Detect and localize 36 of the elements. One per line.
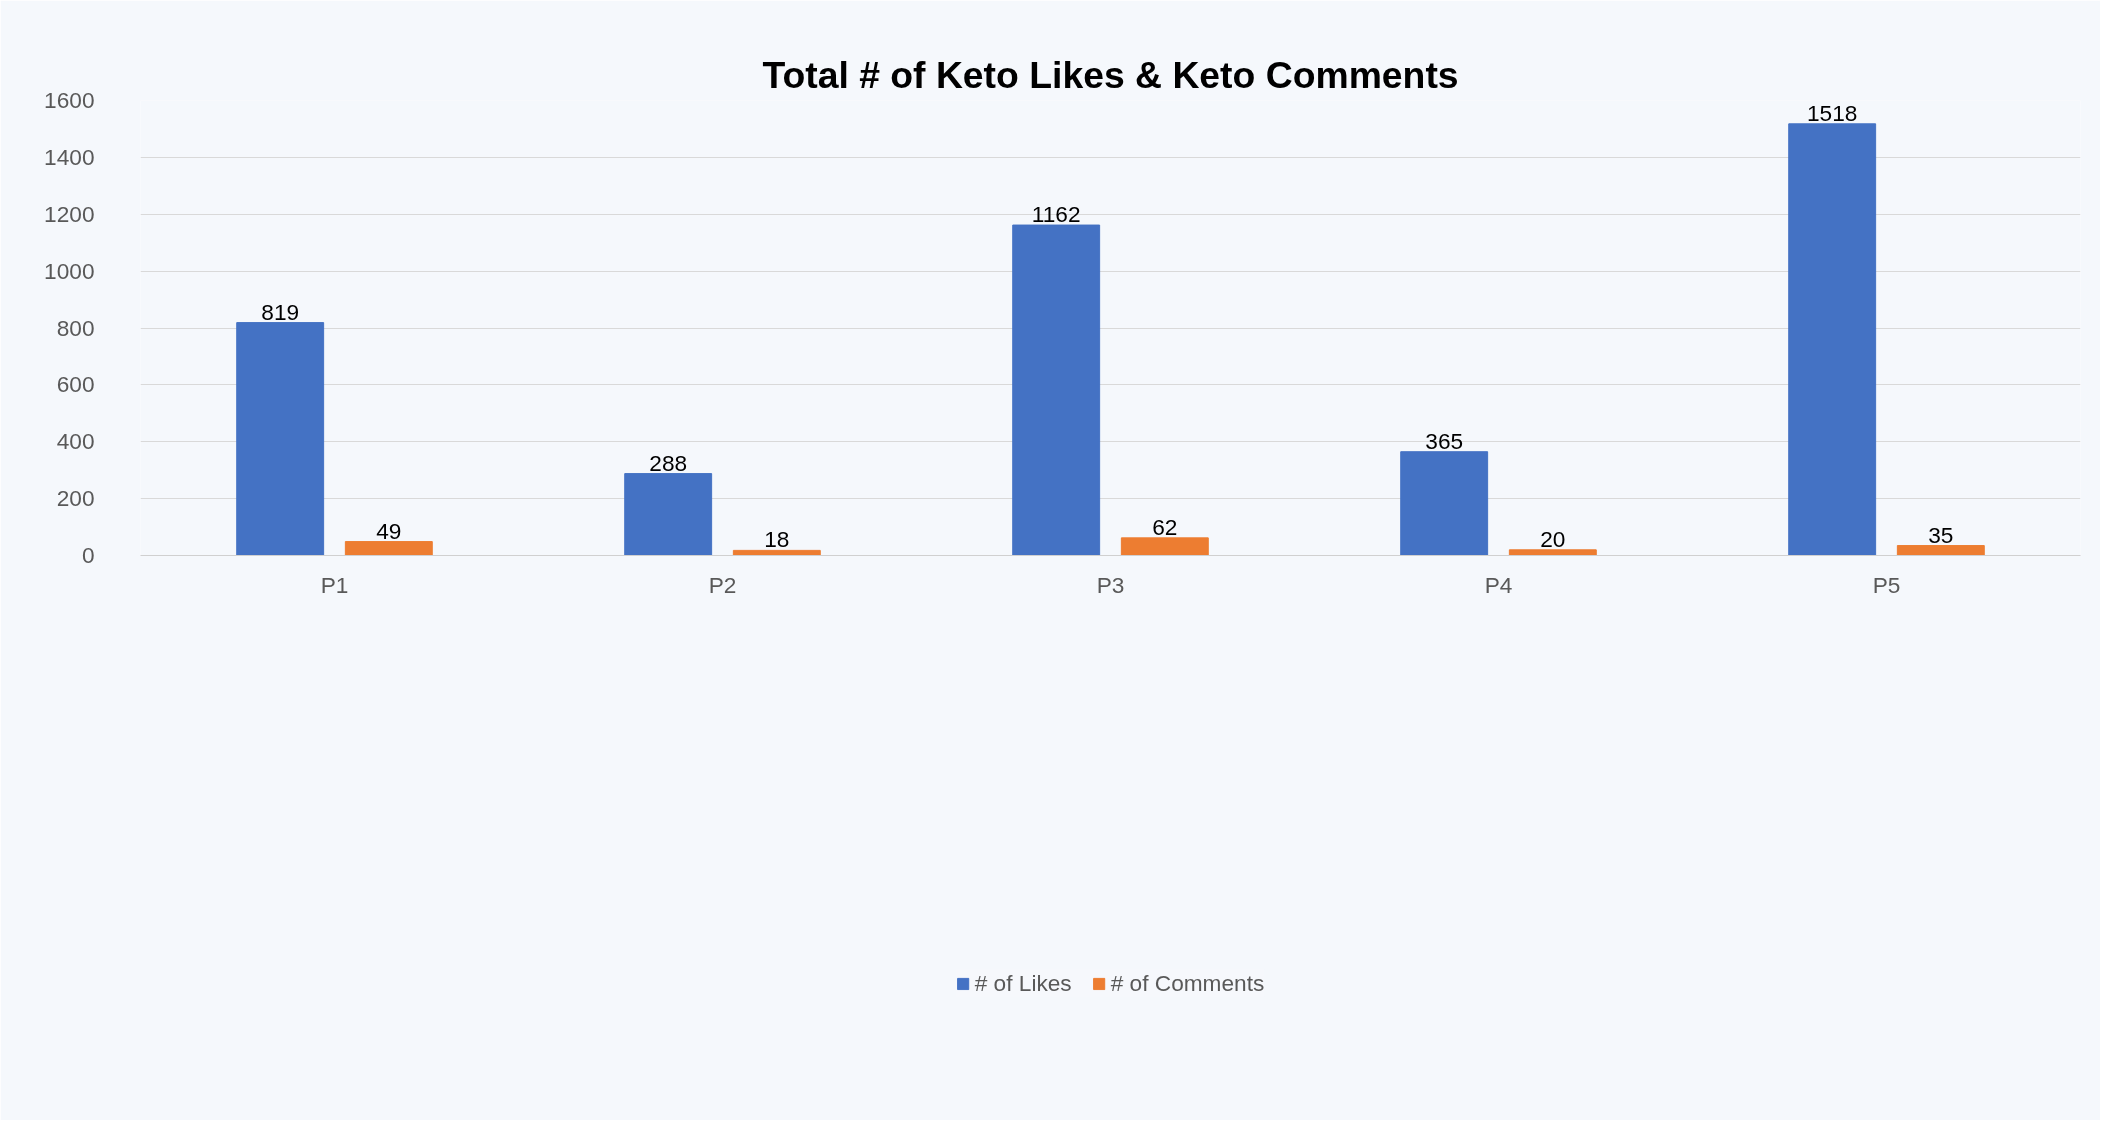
- data-label: 49: [376, 517, 402, 544]
- data-label: 20: [1540, 525, 1566, 552]
- legend-label: # of Comments: [1110, 969, 1265, 997]
- data-label: 1162: [1031, 201, 1081, 228]
- bar: [624, 473, 713, 556]
- data-label: 35: [1928, 521, 1954, 548]
- data-label: 288: [649, 449, 688, 476]
- y-tick-label: 1000: [44, 257, 95, 284]
- bar: [344, 541, 433, 556]
- y-tick-label: 1600: [44, 87, 95, 113]
- y-tick-label: 400: [56, 428, 95, 455]
- bar: [1896, 545, 1985, 556]
- y-tick-label: 0: [81, 542, 95, 568]
- x-tick-label: P2: [708, 571, 737, 598]
- data-label: 1518: [1806, 99, 1858, 126]
- y-tick-label: 800: [56, 314, 95, 341]
- y-tick-label: 200: [56, 485, 95, 512]
- bar: [236, 322, 325, 556]
- bar: [1120, 537, 1209, 556]
- chart-title: Total # of Keto Likes & Keto Comments: [762, 53, 1459, 96]
- bar: [1012, 224, 1101, 556]
- y-tick-label: 600: [56, 371, 95, 398]
- data-label: 18: [764, 526, 790, 553]
- x-tick-label: P3: [1096, 571, 1125, 598]
- legend-label: # of Likes: [974, 969, 1072, 997]
- bar: [1400, 451, 1489, 556]
- x-tick-label: P5: [1872, 571, 1901, 598]
- bar: [1788, 123, 1877, 556]
- bar: [1508, 549, 1597, 556]
- data-label: 365: [1425, 427, 1464, 454]
- x-tick-label: P4: [1484, 571, 1513, 598]
- x-tick-label: P1: [320, 571, 349, 598]
- y-tick-label: 1200: [44, 200, 95, 227]
- y-tick-label: 1400: [44, 143, 95, 170]
- data-label: 62: [1152, 513, 1178, 540]
- data-label: 819: [261, 298, 300, 325]
